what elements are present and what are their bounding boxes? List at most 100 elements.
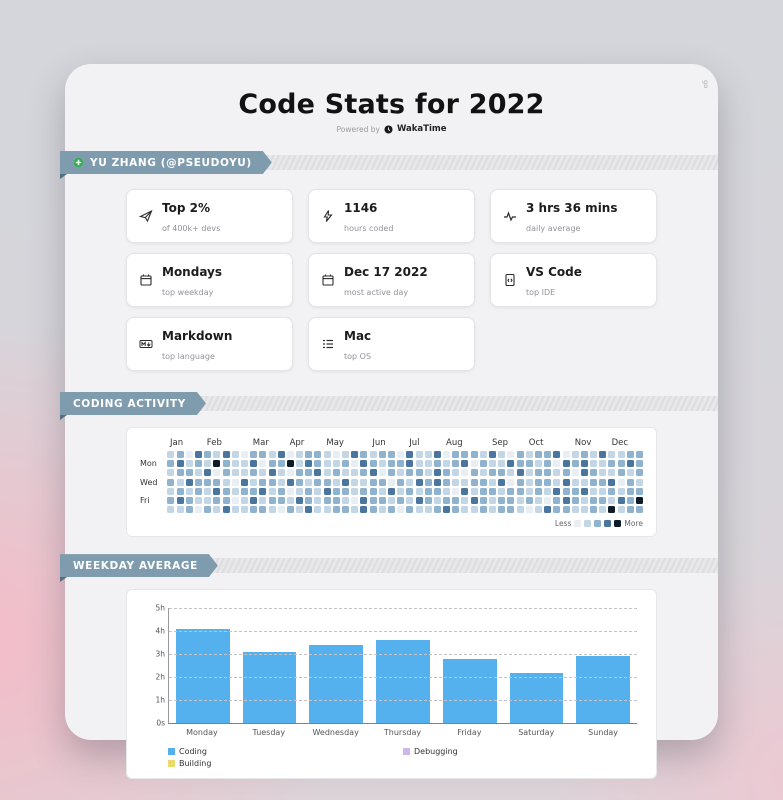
heatmap-cell bbox=[332, 487, 340, 495]
heatmap-cell bbox=[617, 496, 625, 504]
heatmap-cell bbox=[617, 487, 625, 495]
heatmap-cell bbox=[332, 469, 340, 477]
heatmap-cell bbox=[544, 506, 552, 514]
heatmap-cell bbox=[185, 478, 193, 486]
heatmap-cell bbox=[599, 487, 607, 495]
legend-more-label: More bbox=[624, 519, 643, 529]
stat-title: 1146 bbox=[344, 201, 378, 215]
heatmap-cell bbox=[424, 460, 432, 468]
heatmap-cell bbox=[489, 460, 496, 468]
heatmap-cell bbox=[562, 451, 570, 458]
heatmap-cell bbox=[176, 506, 184, 514]
heatmap-cell bbox=[204, 478, 212, 486]
stat-subtitle: top weekday bbox=[162, 288, 214, 297]
heatmap-cell bbox=[222, 478, 230, 486]
heatmap-month-label: Aug bbox=[446, 438, 463, 448]
heatmap-cell bbox=[452, 506, 460, 514]
heatmap-cell bbox=[608, 487, 616, 495]
heatmap-cell bbox=[378, 469, 386, 477]
heatmap-cell bbox=[479, 451, 487, 458]
heatmap-cell bbox=[259, 460, 267, 468]
heatmap-cell bbox=[507, 469, 515, 477]
heatmap-cell bbox=[433, 478, 441, 486]
brand-name: WakaTime bbox=[396, 124, 447, 134]
heatmap-cell bbox=[424, 487, 432, 495]
heatmap-month-label: Jan bbox=[170, 438, 184, 448]
heatmap-cell bbox=[415, 506, 423, 514]
user-ribbon-label: YU ZHANG (@PSEUDOYU) bbox=[90, 156, 252, 169]
legend-label: Coding bbox=[179, 747, 207, 757]
heatmap-day-label bbox=[140, 451, 167, 458]
heatmap-cell bbox=[461, 469, 469, 477]
heatmap-cell bbox=[461, 478, 469, 486]
powered-by-label: Powered by bbox=[336, 124, 380, 134]
heatmap-cell bbox=[250, 506, 258, 514]
heatmap-cell bbox=[498, 478, 506, 486]
heatmap-cell bbox=[305, 451, 313, 458]
heatmap-cell bbox=[636, 478, 643, 486]
heatmap-cell bbox=[277, 506, 285, 514]
heatmap-month-label: Feb bbox=[206, 438, 222, 448]
stat-card-most-active-day: Dec 17 2022 most active day bbox=[308, 253, 475, 307]
heatmap-cell bbox=[507, 506, 515, 514]
weekday-ribbon: WEEKDAY AVERAGE bbox=[60, 554, 218, 577]
heatmap-cell bbox=[222, 506, 230, 514]
heatmap-cell bbox=[415, 478, 423, 486]
heatmap-day-label bbox=[140, 469, 167, 476]
heatmap-cell bbox=[360, 469, 368, 477]
heatmap-cell bbox=[452, 460, 460, 468]
heatmap-cell bbox=[470, 460, 478, 468]
heatmap-cell bbox=[250, 451, 258, 458]
heatmap-cell bbox=[553, 451, 561, 458]
heatmap-cell bbox=[397, 469, 405, 477]
user-badge-icon bbox=[73, 157, 84, 168]
heatmap-cell bbox=[342, 496, 349, 504]
heatmap-cell bbox=[571, 496, 579, 504]
heatmap-cell bbox=[479, 469, 487, 477]
heatmap-cell bbox=[314, 496, 322, 504]
heatmap-cell bbox=[424, 496, 432, 504]
heatmap-legend: Less More bbox=[140, 519, 643, 528]
heatmap-cell bbox=[332, 496, 340, 504]
heatmap-cell bbox=[167, 487, 175, 495]
heatmap-cell bbox=[277, 496, 285, 504]
heatmap-cell bbox=[204, 469, 212, 477]
stat-title: Top 2% bbox=[162, 201, 210, 215]
weekday-chart-panel: 5h 4h 3h 2h 1h 0s Monday Tuesday Wednesday Thurs… bbox=[126, 589, 657, 780]
heatmap-cell bbox=[195, 469, 202, 477]
heatmap-cell bbox=[479, 478, 487, 486]
heatmap-cell bbox=[590, 451, 598, 458]
heatmap-cell bbox=[461, 496, 469, 504]
heatmap-day-label: Wed bbox=[140, 477, 158, 487]
heatmap-cell bbox=[387, 451, 395, 458]
page-title: Code Stats for 2022 bbox=[238, 89, 545, 120]
heatmap-cell bbox=[443, 478, 451, 486]
heatmap-cell bbox=[185, 460, 193, 468]
heatmap-cell bbox=[240, 478, 248, 486]
heatmap-cell bbox=[296, 506, 304, 514]
heatmap-cell bbox=[259, 478, 267, 486]
heatmap-cell bbox=[433, 469, 441, 477]
heatmap-cell bbox=[323, 496, 331, 504]
heatmap-cell bbox=[213, 460, 221, 468]
heatmap-cell bbox=[580, 460, 588, 468]
heatmap-panel: Jan Feb Mar Apr May Jun Jul Aug Sep Oct Nov Dec Mon… bbox=[126, 427, 657, 538]
heatmap-cell bbox=[424, 506, 432, 514]
heatmap-cell bbox=[534, 487, 542, 495]
heatmap-cell bbox=[167, 460, 175, 468]
calendar-icon bbox=[321, 273, 335, 287]
heatmap-cell bbox=[314, 460, 322, 468]
stat-title: 3 hrs 36 mins bbox=[526, 201, 618, 215]
heatmap-cell bbox=[406, 496, 414, 504]
heatmap-cell bbox=[562, 478, 570, 486]
heatmap-cell bbox=[360, 460, 368, 468]
heatmap-cell bbox=[406, 487, 414, 495]
heatmap-cell bbox=[185, 487, 193, 495]
heatmap-cell bbox=[286, 451, 294, 458]
heatmap-cell bbox=[590, 496, 598, 504]
heatmap-cell bbox=[378, 460, 386, 468]
heatmap-cell bbox=[507, 478, 515, 486]
heatmap-cell bbox=[259, 487, 267, 495]
heatmap-cell bbox=[507, 460, 515, 468]
heatmap-cell bbox=[452, 478, 460, 486]
